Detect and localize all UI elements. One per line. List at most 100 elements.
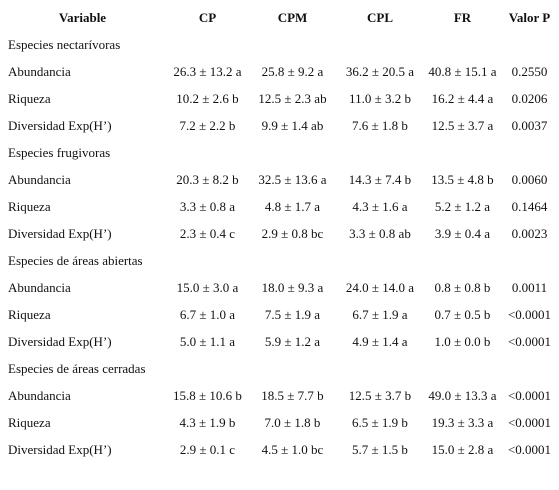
cell: 1.0 ± 0.0 b [434, 333, 491, 349]
row-label: Diversidad Exp(H’) [8, 333, 112, 349]
group-row: Especies nectarívoras [0, 31, 559, 58]
cell: 2.3 ± 0.4 c [179, 225, 236, 241]
cell: 7.0 ± 1.8 b [264, 414, 321, 430]
column-header: CPL [367, 9, 393, 25]
cell: 7.2 ± 2.2 b [179, 117, 236, 133]
row-label: Abundancia [8, 171, 71, 187]
cell: 5.9 ± 1.2 a [264, 333, 321, 349]
cell: 0.2550 [511, 63, 548, 79]
cell: 0.0023 [511, 225, 548, 241]
group-row: Especies de áreas cerradas [0, 355, 559, 382]
group-title: Especies nectarívoras [8, 36, 121, 52]
row-label: Abundancia [8, 279, 71, 295]
cell: 11.0 ± 3.2 b [349, 90, 411, 106]
cell: 12.5 ± 3.7 b [348, 387, 412, 403]
column-header: FR [453, 9, 472, 25]
cell: 0.1464 [511, 198, 548, 214]
group-title: Especies frugivoras [8, 144, 111, 160]
column-header: CP [198, 9, 217, 25]
cell: 16.2 ± 4.4 a [431, 90, 494, 106]
cell: 10.2 ± 2.6 b [176, 90, 239, 106]
column-header: Valor P [508, 9, 551, 25]
cell: 14.3 ± 7.4 b [348, 171, 412, 187]
cell: 18.0 ± 9.3 a [261, 279, 324, 295]
data-row: Abundancia 15.0 ± 3.0 a 18.0 ± 9.3 a 24.0 ±… [0, 274, 559, 301]
row-label: Abundancia [8, 63, 71, 79]
cell: 25.8 ± 9.2 a [261, 63, 324, 79]
row-label: Riqueza [8, 198, 51, 214]
group-row: Especies de áreas abiertas [0, 247, 559, 274]
cell: 15.0 ± 2.8 a [431, 441, 494, 457]
cell: 32.5 ± 13.6 a [258, 171, 327, 187]
cell: 15.8 ± 10.6 b [173, 387, 242, 403]
data-row: Diversidad Exp(H’) 5.0 ± 1.1 a 5.9 ± 1.2 a… [0, 328, 559, 355]
cell: 3.9 ± 0.4 a [434, 225, 491, 241]
row-label: Diversidad Exp(H’) [8, 441, 112, 457]
cell: <0.0001 [507, 441, 552, 457]
cell: 5.7 ± 1.5 b [352, 441, 408, 457]
data-row: Riqueza 6.7 ± 1.0 a 7.5 ± 1.9 a 6.7 ± 1.9 a… [0, 301, 559, 328]
column-header: Variable [58, 9, 107, 25]
cell: 6.7 ± 1.0 a [179, 306, 236, 322]
data-row: Abundancia 26.3 ± 13.2 a 25.8 ± 9.2 a 36.2 … [0, 58, 559, 85]
row-label: Abundancia [8, 387, 71, 403]
cell: 0.7 ± 0.5 b [434, 306, 491, 322]
cell: 40.8 ± 15.1 a [428, 63, 497, 79]
cell: 24.0 ± 14.0 a [345, 279, 415, 295]
cell: 0.8 ± 0.8 b [434, 279, 491, 295]
cell: 19.3 ± 3.3 a [431, 414, 494, 430]
row-label: Diversidad Exp(H’) [8, 225, 112, 241]
table-body: Especies nectarívoras Abundancia 26.3 ± 13… [0, 31, 559, 463]
cell: <0.0001 [507, 333, 552, 349]
data-row: Diversidad Exp(H’) 2.3 ± 0.4 c 2.9 ± 0.8 b… [0, 220, 559, 247]
cell: 3.3 ± 0.8 ab [349, 225, 411, 241]
cell: 18.5 ± 7.7 b [261, 387, 324, 403]
cell: 5.2 ± 1.2 a [434, 198, 491, 214]
group-title: Especies de áreas abiertas [8, 252, 143, 268]
cell: 0.0037 [511, 117, 548, 133]
cell: 7.5 ± 1.9 a [264, 306, 321, 322]
cell: 13.5 ± 4.8 b [431, 171, 494, 187]
cell: 5.0 ± 1.1 a [179, 333, 236, 349]
data-row: Riqueza 4.3 ± 1.9 b 7.0 ± 1.8 b 6.5 ± 1.9 b… [0, 409, 559, 436]
cell: 4.9 ± 1.4 a [352, 333, 408, 349]
results-table: Variable CP CPM CPL FR Valor P Especies necta… [0, 4, 559, 463]
cell: 6.5 ± 1.9 b [352, 414, 408, 430]
data-row: Riqueza 3.3 ± 0.8 a 4.8 ± 1.7 a 4.3 ± 1.6 a… [0, 193, 559, 220]
row-label: Riqueza [8, 414, 51, 430]
row-label: Riqueza [8, 306, 51, 322]
row-label: Diversidad Exp(H’) [8, 117, 112, 133]
cell: 12.5 ± 2.3 ab [258, 90, 327, 106]
cell: 0.0011 [511, 279, 548, 295]
group-title: Especies de áreas cerradas [8, 360, 146, 376]
cell: 4.3 ± 1.6 a [352, 198, 408, 214]
cell: 4.8 ± 1.7 a [264, 198, 321, 214]
cell: 2.9 ± 0.1 c [179, 441, 236, 457]
header-row: Variable CP CPM CPL FR Valor P [0, 4, 559, 31]
data-row: Diversidad Exp(H’) 2.9 ± 0.1 c 4.5 ± 1.0 b… [0, 436, 559, 463]
data-row: Riqueza 10.2 ± 2.6 b 12.5 ± 2.3 ab 11.0 ± 3… [0, 85, 559, 112]
cell: 2.9 ± 0.8 bc [261, 225, 324, 241]
data-row: Abundancia 20.3 ± 8.2 b 32.5 ± 13.6 a 14.3 … [0, 166, 559, 193]
cell: 49.0 ± 13.3 a [428, 387, 497, 403]
cell: <0.0001 [507, 306, 552, 322]
cell: 0.0206 [511, 90, 548, 106]
page: {"table": { "header": ["Variable", "CP",… [0, 4, 559, 490]
cell: 7.6 ± 1.8 b [352, 117, 408, 133]
cell: <0.0001 [507, 414, 552, 430]
group-row: Especies frugivoras [0, 139, 559, 166]
cell: 15.0 ± 3.0 a [176, 279, 239, 295]
cell: 0.0060 [511, 171, 548, 187]
data-row: Diversidad Exp(H’) 7.2 ± 2.2 b 9.9 ± 1.4 a… [0, 112, 559, 139]
row-label: Riqueza [8, 90, 51, 106]
cell: 26.3 ± 13.2 a [173, 63, 242, 79]
cell: 12.5 ± 3.7 a [431, 117, 494, 133]
cell: 4.5 ± 1.0 bc [261, 441, 324, 457]
column-header: CPM [277, 9, 308, 25]
cell: 4.3 ± 1.9 b [179, 414, 236, 430]
cell: 9.9 ± 1.4 ab [261, 117, 324, 133]
cell: 6.7 ± 1.9 a [352, 306, 408, 322]
cell: 3.3 ± 0.8 a [179, 198, 236, 214]
cell: 20.3 ± 8.2 b [176, 171, 239, 187]
cell: <0.0001 [507, 387, 552, 403]
